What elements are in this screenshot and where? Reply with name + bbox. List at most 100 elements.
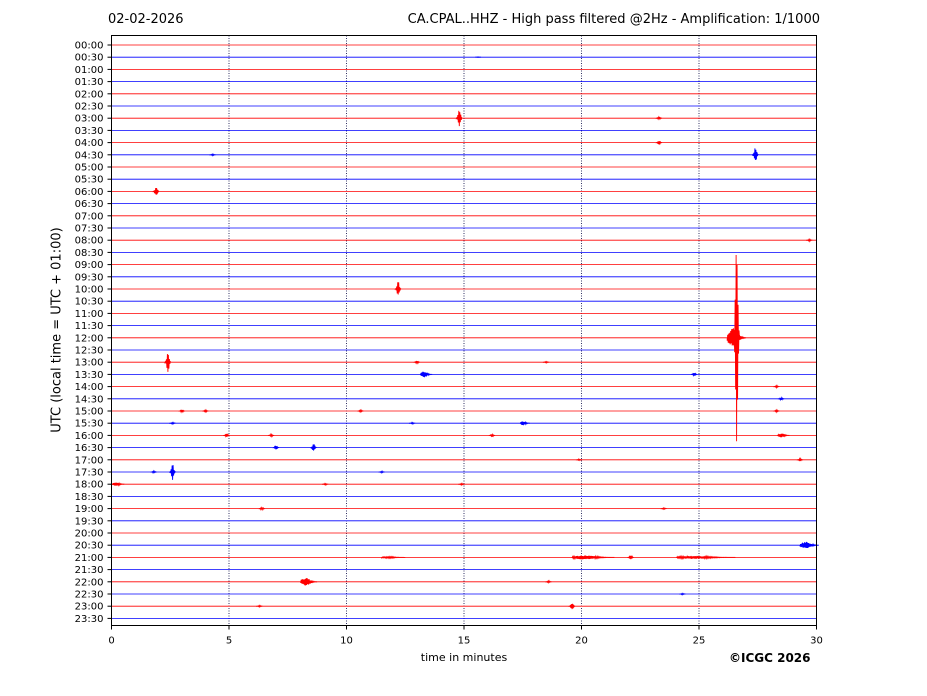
event-mark (542, 360, 550, 365)
y-tick-label: 21:00 (75, 553, 104, 564)
y-tick-label: 15:00 (75, 407, 104, 418)
y-tick-label: 18:00 (75, 480, 104, 491)
grid-lines (228, 35, 700, 626)
y-tick-label: 16:30 (75, 443, 104, 454)
y-tick-label: 05:00 (75, 163, 104, 174)
event-mark (571, 554, 615, 561)
event-mark (256, 604, 263, 609)
event-mark (272, 445, 280, 450)
x-axis-label: time in minutes (420, 651, 508, 664)
event-mark (627, 555, 634, 560)
event-mark (209, 152, 216, 157)
event-mark (799, 541, 819, 549)
event-mark (655, 115, 663, 121)
y-tick-label: 12:00 (75, 333, 104, 344)
plot-title: CA.CPAL..HHZ - High pass filtered @2Hz -… (407, 12, 820, 27)
event-mark (545, 579, 552, 585)
y-tick-label: 22:00 (75, 577, 104, 588)
y-tick-label: 13:00 (75, 358, 104, 369)
y-tick-label: 09:30 (75, 272, 104, 283)
y-tick-label: 08:30 (75, 248, 104, 259)
y-tick-label: 14:30 (75, 394, 104, 405)
copyright-notice: ©ICGC 2026 (729, 651, 811, 665)
x-tick-label: 0 (108, 636, 114, 647)
y-tick-label: 12:30 (75, 346, 104, 357)
y-tick-label: 07:00 (75, 211, 104, 222)
y-tick-label: 13:30 (75, 370, 104, 381)
y-tick-label: 11:00 (75, 309, 104, 320)
event-mark (420, 371, 433, 378)
event-mark (300, 578, 318, 586)
y-tick-label: 00:30 (75, 53, 104, 64)
event-mark (169, 465, 176, 480)
y-tick-label: 07:30 (75, 224, 104, 235)
y-tick-label: 03:30 (75, 126, 104, 137)
event-mark (519, 420, 530, 426)
event-mark (752, 148, 759, 161)
x-tick-label: 20 (575, 636, 588, 647)
y-tick-label: 19:00 (75, 504, 104, 515)
event-mark (164, 353, 172, 372)
y-tick-label: 04:00 (75, 138, 104, 149)
y-tick-label: 00:00 (75, 41, 104, 52)
event-mark (112, 481, 125, 487)
event-mark (690, 372, 698, 377)
event-mark (773, 384, 780, 390)
event-mark (773, 408, 780, 414)
y-tick-label: 06:00 (75, 187, 104, 198)
event-mark (455, 110, 463, 127)
event-mark (408, 421, 416, 426)
x-tick-label: 10 (340, 636, 353, 647)
event-mark (267, 432, 275, 439)
y-tick-label: 10:30 (75, 297, 104, 308)
event-mark (796, 457, 804, 462)
x-tick-label: 30 (810, 636, 823, 647)
event-mark (169, 421, 176, 426)
y-tick-label: 09:00 (75, 260, 104, 271)
event-marks (112, 56, 819, 610)
event-mark (152, 187, 160, 195)
y-tick-label: 05:30 (75, 175, 104, 186)
x-tick-label: 15 (458, 636, 471, 647)
event-mark (575, 457, 583, 462)
y-tick-label: 17:30 (75, 468, 104, 479)
event-mark (394, 282, 402, 295)
event-mark (660, 506, 667, 511)
y-tick-label: 20:00 (75, 529, 104, 540)
event-mark (202, 408, 209, 414)
x-tick-label: 5 (226, 636, 232, 647)
y-tick-label: 15:30 (75, 419, 104, 430)
event-mark (310, 444, 317, 451)
y-tick-label: 08:00 (75, 236, 104, 247)
event-mark (777, 433, 790, 438)
y-tick-label: 01:30 (75, 77, 104, 88)
y-tick-label: 22:30 (75, 590, 104, 601)
y-tick-label: 03:00 (75, 114, 104, 125)
y-tick-label: 14:00 (75, 382, 104, 393)
event-mark (458, 482, 465, 487)
y-tick-label: 21:30 (75, 565, 104, 576)
trace-lines (111, 44, 817, 619)
x-tick-labels: 0 5 10 15 20 25 30 (108, 625, 823, 647)
event-mark (381, 555, 406, 560)
y-tick-label: 11:30 (75, 321, 104, 332)
event-mark (223, 433, 230, 438)
y-tick-label: 17:00 (75, 455, 104, 466)
y-tick-label: 10:00 (75, 285, 104, 296)
event-mark (777, 396, 785, 402)
event-mark (679, 592, 686, 596)
event-mark (178, 409, 186, 414)
y-tick-label: 04:30 (75, 150, 104, 161)
event-mark (378, 470, 385, 475)
event-mark (357, 408, 364, 414)
y-tick-label: 23:30 (75, 614, 104, 625)
y-tick-label: 23:00 (75, 602, 104, 613)
y-tick-label: 20:30 (75, 541, 104, 552)
event-mark (150, 469, 157, 474)
y-tick-label: 02:30 (75, 102, 104, 113)
event-mark (321, 482, 329, 487)
y-tick-label: 02:00 (75, 89, 104, 100)
x-tick-label: 25 (693, 636, 706, 647)
event-mark (676, 554, 736, 561)
